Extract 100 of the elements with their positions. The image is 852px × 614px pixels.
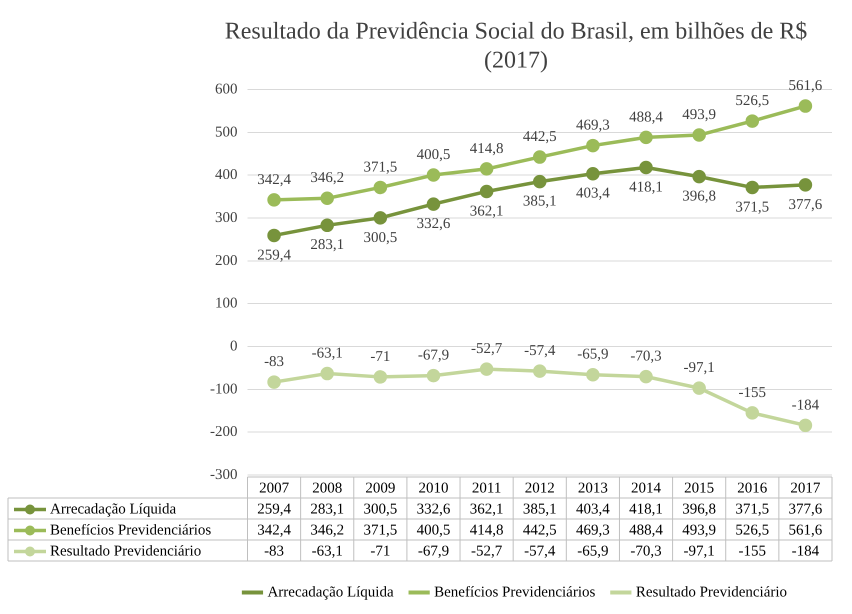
point [426,168,440,182]
point [639,130,653,144]
point [746,406,760,420]
data-label: -184 [792,543,820,560]
text: -52,7 [470,341,502,358]
data-label: 371,5 [735,501,770,518]
text: Benefícios Previdenciários [434,584,596,600]
text: -67,9 [418,348,450,364]
text: 371,5 [363,159,398,176]
y-tick-label: 300 [214,210,238,226]
data-label: 493,9 [682,522,716,538]
text: 259,4 [257,247,291,264]
y-tick-label: 400 [214,167,238,184]
data-label: -67,9 [418,543,450,560]
point [746,114,760,128]
text: 332,6 [416,216,450,232]
data-label: 561,6 [788,522,823,538]
data-label: 300,5 [363,501,398,518]
text: 561,6 [788,78,822,94]
point [798,418,812,432]
point [586,138,600,152]
data-label: 526,5 [735,522,770,538]
x-tick-label: 2009 [365,480,396,496]
text: 377,6 [788,196,822,213]
point [267,193,281,207]
point [480,184,494,198]
point [426,197,440,211]
text: 403,4 [576,186,610,202]
text: 396,8 [682,188,716,205]
text: 488,4 [629,109,663,126]
y-tick-label: 200 [214,252,238,269]
text: 493,9 [682,106,716,123]
text: 362,1 [470,203,504,220]
text: Resultado Previdenciário [636,584,788,600]
point [639,370,653,384]
text: Arrecadação Líquida [267,584,394,600]
x-tick-label: 2017 [790,480,821,496]
data-label: 346,2 [310,522,344,538]
data-label: 403,4 [576,501,610,518]
legend-label: Resultado Previdenciário [50,543,202,560]
data-label: 371,5 [363,522,398,538]
data-label: 385,1 [522,501,557,518]
text: 283,1 [310,237,344,254]
point [374,211,388,225]
chart-title: Resultado da Previdência Social do Brasil, em bilhões de R$ (2017) [224,18,808,74]
point [639,160,653,174]
text: 414,8 [470,140,504,157]
x-tick-label: 2012 [524,480,555,496]
text: -155 [738,384,766,401]
text: 342,4 [257,172,291,188]
data-label: -63,1 [312,543,343,560]
data-label: -57,4 [524,543,556,560]
text: 400,5 [416,146,450,163]
data-label: 332,6 [416,501,451,518]
x-tick-label: 2011 [472,480,502,496]
data-label: -70,3 [630,543,662,560]
text: 442,5 [522,128,557,145]
point [320,218,334,232]
point [798,99,812,113]
point [480,362,494,376]
text: 385,1 [522,194,557,210]
data-label: -65,9 [577,543,609,560]
y-tick-label: 0 [230,338,238,354]
data-label: 469,3 [576,522,610,538]
data-label: -52,7 [470,543,503,560]
text: 371,5 [735,199,770,216]
point [798,178,812,192]
point [586,167,600,181]
text: -70,3 [630,348,662,365]
text: -63,1 [312,345,343,362]
point [374,180,388,194]
data-label: 418,1 [629,501,663,518]
text: 418,1 [629,179,663,196]
point [586,368,600,382]
text: -71 [370,348,390,365]
point [267,375,281,389]
point [532,364,546,378]
x-tick-label: 2008 [312,480,342,496]
data-label: -155 [738,543,766,560]
y-tick-label: 600 [214,82,238,98]
text: -184 [792,397,820,414]
point [746,180,760,194]
y-tick-label: -200 [210,424,238,440]
y-tick-label: 500 [214,124,238,140]
point [692,170,706,184]
y-tick-label: -300 [210,466,238,483]
text: 526,5 [735,93,770,110]
data-label: 414,8 [470,522,504,538]
data-label: 342,4 [257,522,292,538]
point [480,162,494,176]
point [320,366,334,380]
point [267,228,281,242]
data-label: -83 [264,543,284,560]
text: -97,1 [684,360,715,376]
point [320,192,334,206]
data-label: 377,6 [788,501,823,518]
x-tick-label: 2013 [578,480,608,496]
text: 469,3 [576,118,610,134]
point [532,150,546,164]
point [692,381,706,395]
